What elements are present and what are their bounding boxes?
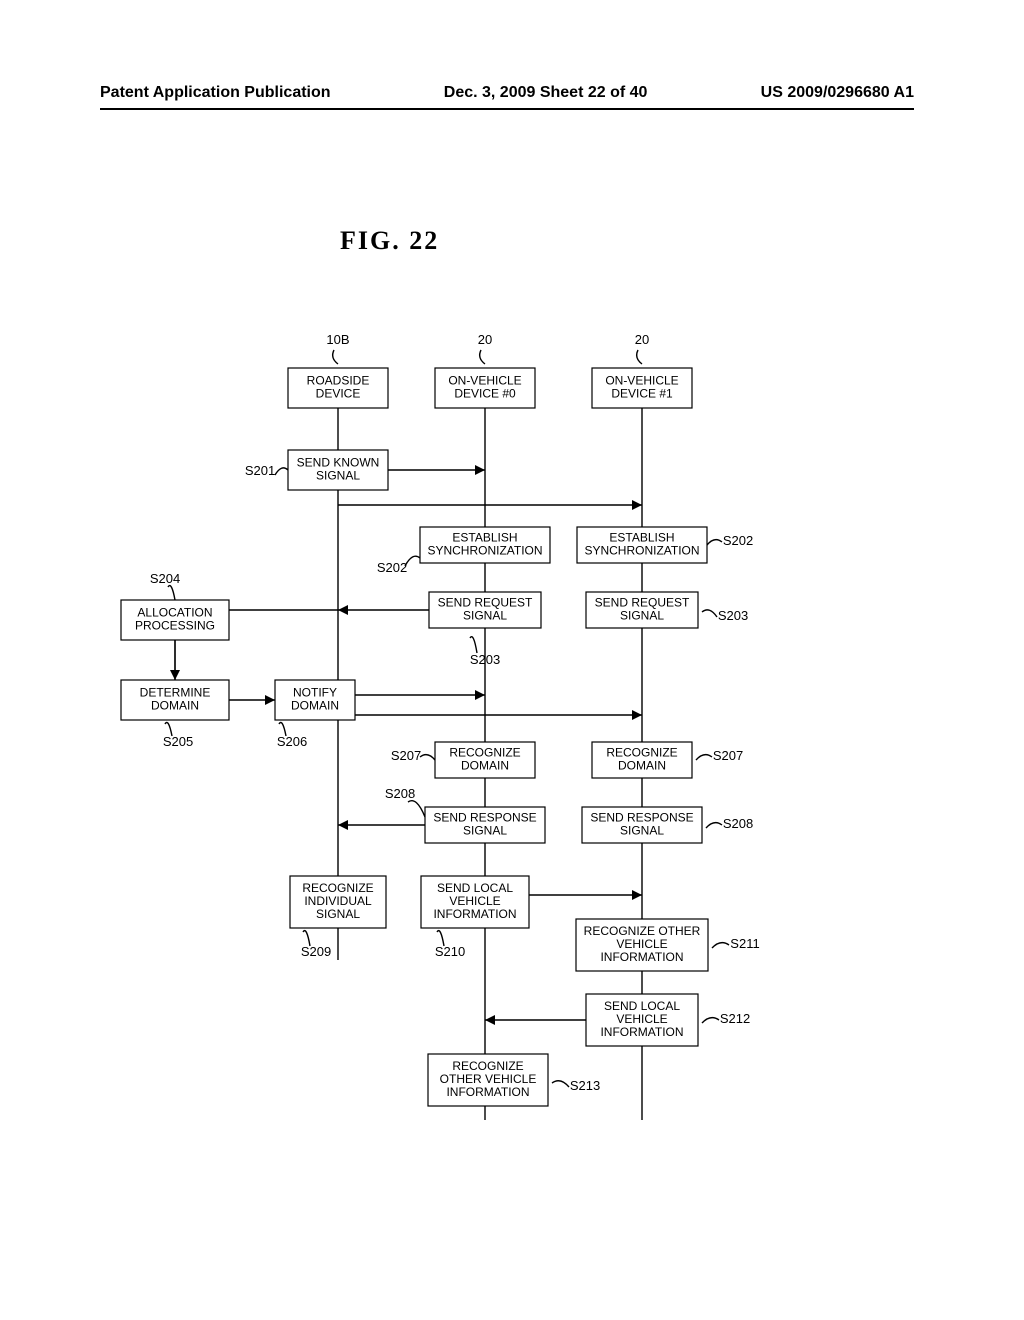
- svg-text:S212: S212: [720, 1011, 750, 1026]
- svg-text:S202: S202: [377, 560, 407, 575]
- svg-text:RECOGNIZE: RECOGNIZE: [302, 881, 373, 895]
- svg-text:SIGNAL: SIGNAL: [316, 469, 360, 483]
- svg-text:INFORMATION: INFORMATION: [600, 1025, 683, 1039]
- svg-text:SEND LOCAL: SEND LOCAL: [604, 999, 680, 1013]
- svg-text:20: 20: [478, 332, 492, 347]
- svg-text:S206: S206: [277, 734, 307, 749]
- svg-text:DEVICE: DEVICE: [316, 387, 361, 401]
- svg-text:INDIVIDUAL: INDIVIDUAL: [304, 894, 372, 908]
- sequence-diagram: 10BROADSIDEDEVICE20ON-VEHICLEDEVICE #020…: [90, 320, 850, 1190]
- svg-text:S208: S208: [723, 816, 753, 831]
- svg-text:ON-VEHICLE: ON-VEHICLE: [605, 374, 678, 388]
- svg-text:VEHICLE: VEHICLE: [449, 894, 500, 908]
- svg-text:ESTABLISH: ESTABLISH: [452, 531, 517, 545]
- svg-text:S201: S201: [245, 463, 275, 478]
- svg-text:SYNCHRONIZATION: SYNCHRONIZATION: [427, 544, 542, 558]
- svg-text:SIGNAL: SIGNAL: [316, 907, 360, 921]
- svg-text:RECOGNIZE: RECOGNIZE: [452, 1059, 523, 1073]
- svg-text:S211: S211: [730, 936, 759, 951]
- svg-text:INFORMATION: INFORMATION: [433, 907, 516, 921]
- svg-text:DOMAIN: DOMAIN: [151, 699, 199, 713]
- svg-text:SEND LOCAL: SEND LOCAL: [437, 881, 513, 895]
- svg-text:INFORMATION: INFORMATION: [446, 1085, 529, 1099]
- svg-text:DEVICE #1: DEVICE #1: [611, 387, 673, 401]
- svg-text:SEND REQUEST: SEND REQUEST: [438, 596, 533, 610]
- svg-text:20: 20: [635, 332, 649, 347]
- svg-text:ROADSIDE: ROADSIDE: [307, 374, 370, 388]
- svg-text:SEND REQUEST: SEND REQUEST: [595, 596, 690, 610]
- svg-text:S213: S213: [570, 1078, 600, 1093]
- svg-text:S207: S207: [713, 748, 743, 763]
- svg-text:S208: S208: [385, 786, 415, 801]
- svg-text:OTHER VEHICLE: OTHER VEHICLE: [440, 1072, 537, 1086]
- svg-text:DEVICE #0: DEVICE #0: [454, 387, 516, 401]
- svg-text:DOMAIN: DOMAIN: [461, 759, 509, 773]
- svg-text:VEHICLE: VEHICLE: [616, 937, 667, 951]
- svg-text:S209: S209: [301, 944, 331, 959]
- svg-text:S210: S210: [435, 944, 465, 959]
- header-right: US 2009/0296680 A1: [761, 84, 914, 102]
- svg-text:SIGNAL: SIGNAL: [463, 824, 507, 838]
- svg-text:SIGNAL: SIGNAL: [463, 609, 507, 623]
- svg-text:VEHICLE: VEHICLE: [616, 1012, 667, 1026]
- svg-text:S203: S203: [470, 652, 500, 667]
- svg-text:PROCESSING: PROCESSING: [135, 619, 215, 633]
- page-header: Patent Application Publication Dec. 3, 2…: [100, 84, 914, 110]
- header-center: Dec. 3, 2009 Sheet 22 of 40: [444, 84, 648, 102]
- svg-text:RECOGNIZE: RECOGNIZE: [606, 746, 677, 760]
- svg-text:SYNCHRONIZATION: SYNCHRONIZATION: [584, 544, 699, 558]
- svg-text:RECOGNIZE: RECOGNIZE: [449, 746, 520, 760]
- svg-text:ESTABLISH: ESTABLISH: [609, 531, 674, 545]
- svg-text:S202: S202: [723, 533, 753, 548]
- svg-text:10B: 10B: [326, 332, 349, 347]
- svg-text:SIGNAL: SIGNAL: [620, 609, 664, 623]
- svg-text:NOTIFY: NOTIFY: [293, 686, 337, 700]
- svg-text:INFORMATION: INFORMATION: [600, 950, 683, 964]
- svg-text:RECOGNIZE OTHER: RECOGNIZE OTHER: [584, 924, 701, 938]
- header-left: Patent Application Publication: [100, 84, 331, 102]
- svg-text:DOMAIN: DOMAIN: [291, 699, 339, 713]
- svg-text:ALLOCATION: ALLOCATION: [137, 606, 212, 620]
- svg-text:SEND RESPONSE: SEND RESPONSE: [590, 811, 693, 825]
- svg-text:DETERMINE: DETERMINE: [140, 686, 211, 700]
- figure-title: FIG. 22: [340, 226, 439, 256]
- svg-text:SEND KNOWN: SEND KNOWN: [297, 456, 380, 470]
- svg-text:DOMAIN: DOMAIN: [618, 759, 666, 773]
- svg-text:S203: S203: [718, 608, 748, 623]
- svg-text:S204: S204: [150, 571, 180, 586]
- svg-text:ON-VEHICLE: ON-VEHICLE: [448, 374, 521, 388]
- svg-text:S205: S205: [163, 734, 193, 749]
- svg-text:SIGNAL: SIGNAL: [620, 824, 664, 838]
- svg-text:S207: S207: [391, 748, 421, 763]
- svg-text:SEND RESPONSE: SEND RESPONSE: [433, 811, 536, 825]
